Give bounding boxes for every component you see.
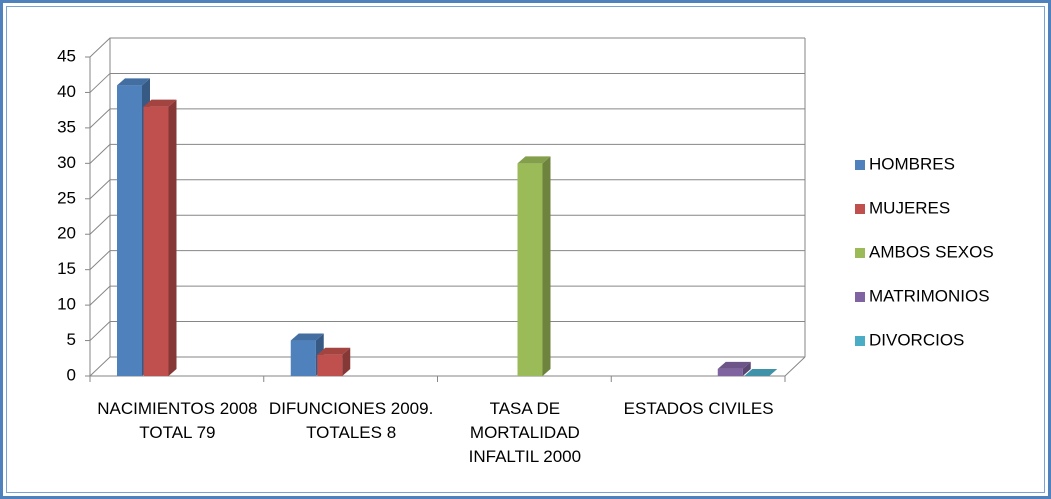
- floor: [90, 356, 806, 377]
- legend-label: MATRIMONIOS: [869, 286, 990, 305]
- grid-line: [89, 356, 805, 377]
- chart-inner-border: [6, 6, 1045, 493]
- bar-top: [744, 369, 778, 376]
- grid-line: [89, 108, 805, 129]
- x-tick-label: TASA DE MORTALIDAD INFALTIL 2000: [468, 399, 582, 466]
- bar-top: [717, 361, 751, 369]
- legend-label: AMBOS SEXOS: [869, 242, 994, 261]
- bar-front: [317, 354, 343, 376]
- bar: [517, 156, 551, 376]
- y-tick-label: 45: [57, 46, 76, 65]
- y-tick-label: 0: [67, 365, 76, 384]
- bar-top: [117, 78, 150, 86]
- grid-line: [89, 250, 805, 271]
- grid-line: [89, 214, 805, 235]
- legend-label: MUJERES: [869, 198, 950, 217]
- legend-swatch: [855, 160, 865, 170]
- y-tick-label: 20: [57, 224, 76, 243]
- grid-line: [89, 72, 805, 93]
- y-tick-label: 25: [57, 188, 76, 207]
- bar-top: [517, 156, 551, 164]
- grid-line: [89, 37, 805, 58]
- bar-side: [168, 99, 177, 376]
- grid-line: [89, 285, 805, 306]
- grid-line: [89, 321, 805, 341]
- y-tick-label: 30: [57, 153, 76, 172]
- bar-front: [517, 163, 543, 376]
- chart: 0 5 10 15 20 25 30 35 40 45 HOMBRES MUJERES AMBOS SE…: [57, 37, 994, 384]
- legend-swatch: [855, 336, 865, 346]
- bar-front: [717, 368, 743, 376]
- bar-side: [542, 156, 551, 376]
- x-tick-label: ESTADOS CIVILES: [623, 399, 774, 418]
- legend-label: HOMBRES: [869, 154, 955, 173]
- bar-front: [290, 340, 316, 376]
- y-tick-label: 40: [57, 82, 76, 101]
- x-tick-label: DIFUNCIONES 2009. TOTALES 8: [268, 399, 434, 442]
- legend-label: DIVORCIOS: [869, 330, 964, 349]
- y-tick-label: 35: [57, 117, 76, 136]
- bar-side: [342, 347, 351, 376]
- bar-side: [742, 361, 751, 376]
- bar: [717, 361, 751, 376]
- bar-top: [290, 333, 324, 341]
- bar-top: [143, 99, 177, 107]
- legend-swatch: [855, 204, 865, 214]
- legend-swatch: [855, 248, 865, 258]
- bar: [744, 369, 778, 376]
- y-tick-label: 10: [57, 295, 76, 314]
- grid-line: [89, 179, 805, 200]
- x-tick-label: NACIMIENTOS 2008 TOTAL 79: [97, 399, 258, 442]
- bar-top: [317, 347, 351, 355]
- y-tick-label: 5: [67, 330, 76, 349]
- legend-swatch: [855, 292, 865, 302]
- bar-front: [143, 106, 169, 376]
- y-tick-label: 15: [57, 259, 76, 278]
- bar: [143, 99, 177, 376]
- grid-line: [89, 143, 805, 164]
- bar-front: [117, 85, 142, 376]
- bar: [317, 347, 351, 376]
